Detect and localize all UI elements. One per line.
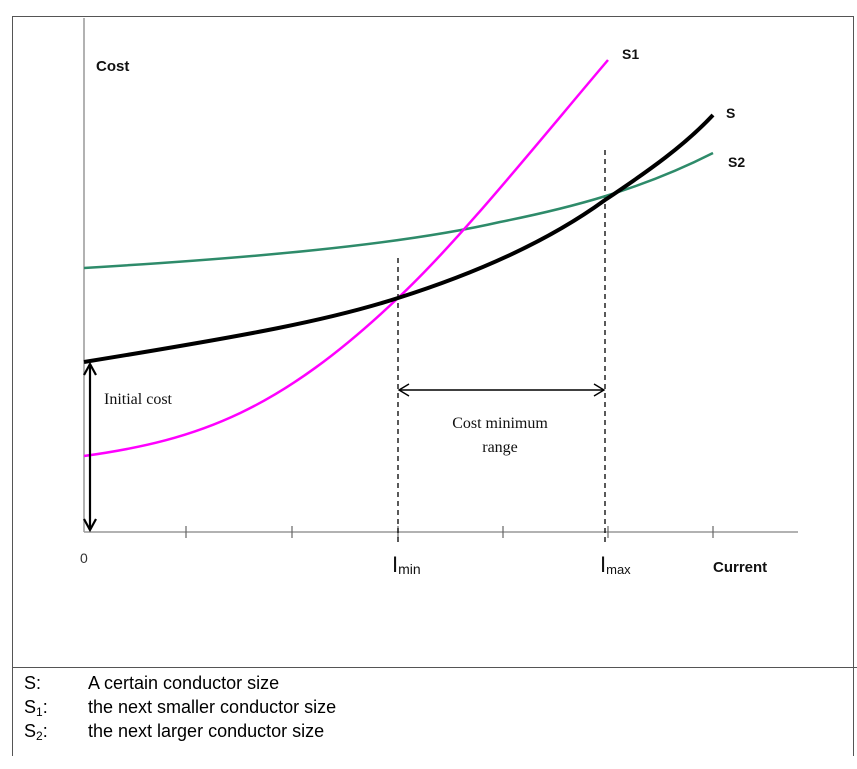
curve-label-s1: S1 bbox=[622, 46, 639, 62]
curve-s2 bbox=[83, 151, 714, 270]
curve-label-s2: S2 bbox=[728, 154, 745, 170]
range-label-line1: Cost minimum bbox=[452, 415, 548, 432]
curve-s bbox=[83, 113, 715, 364]
legend-divider bbox=[12, 667, 857, 668]
curve-label-s: S bbox=[726, 105, 735, 121]
imin-sub: min bbox=[398, 561, 421, 577]
y-axis-label: Cost bbox=[96, 58, 129, 75]
imin-main: I bbox=[392, 552, 398, 577]
range-label-line2: range bbox=[482, 439, 518, 456]
legend-text: A certain conductor size bbox=[88, 673, 280, 693]
cost-range-arrow bbox=[397, 383, 606, 397]
imin-label: Imin bbox=[392, 552, 421, 577]
legend-key: S1: bbox=[24, 697, 48, 719]
cost-current-diagram: Cost Current 0 Imin Imax S1 S S2 Initial… bbox=[80, 18, 798, 577]
origin-label: 0 bbox=[80, 550, 88, 566]
legend-text: the next smaller conductor size bbox=[88, 697, 337, 717]
imax-label: Imax bbox=[600, 552, 631, 577]
legend-key: S2: bbox=[24, 721, 48, 743]
figure-frame bbox=[12, 16, 854, 756]
legend-text: the next larger conductor size bbox=[88, 721, 325, 741]
legend-key: S: bbox=[24, 673, 42, 693]
x-axis-label: Current bbox=[713, 559, 767, 576]
imax-sub: max bbox=[606, 562, 631, 577]
initial-cost-arrow bbox=[83, 361, 97, 533]
initial-cost-label: Initial cost bbox=[104, 391, 173, 408]
imax-main: I bbox=[600, 552, 606, 577]
